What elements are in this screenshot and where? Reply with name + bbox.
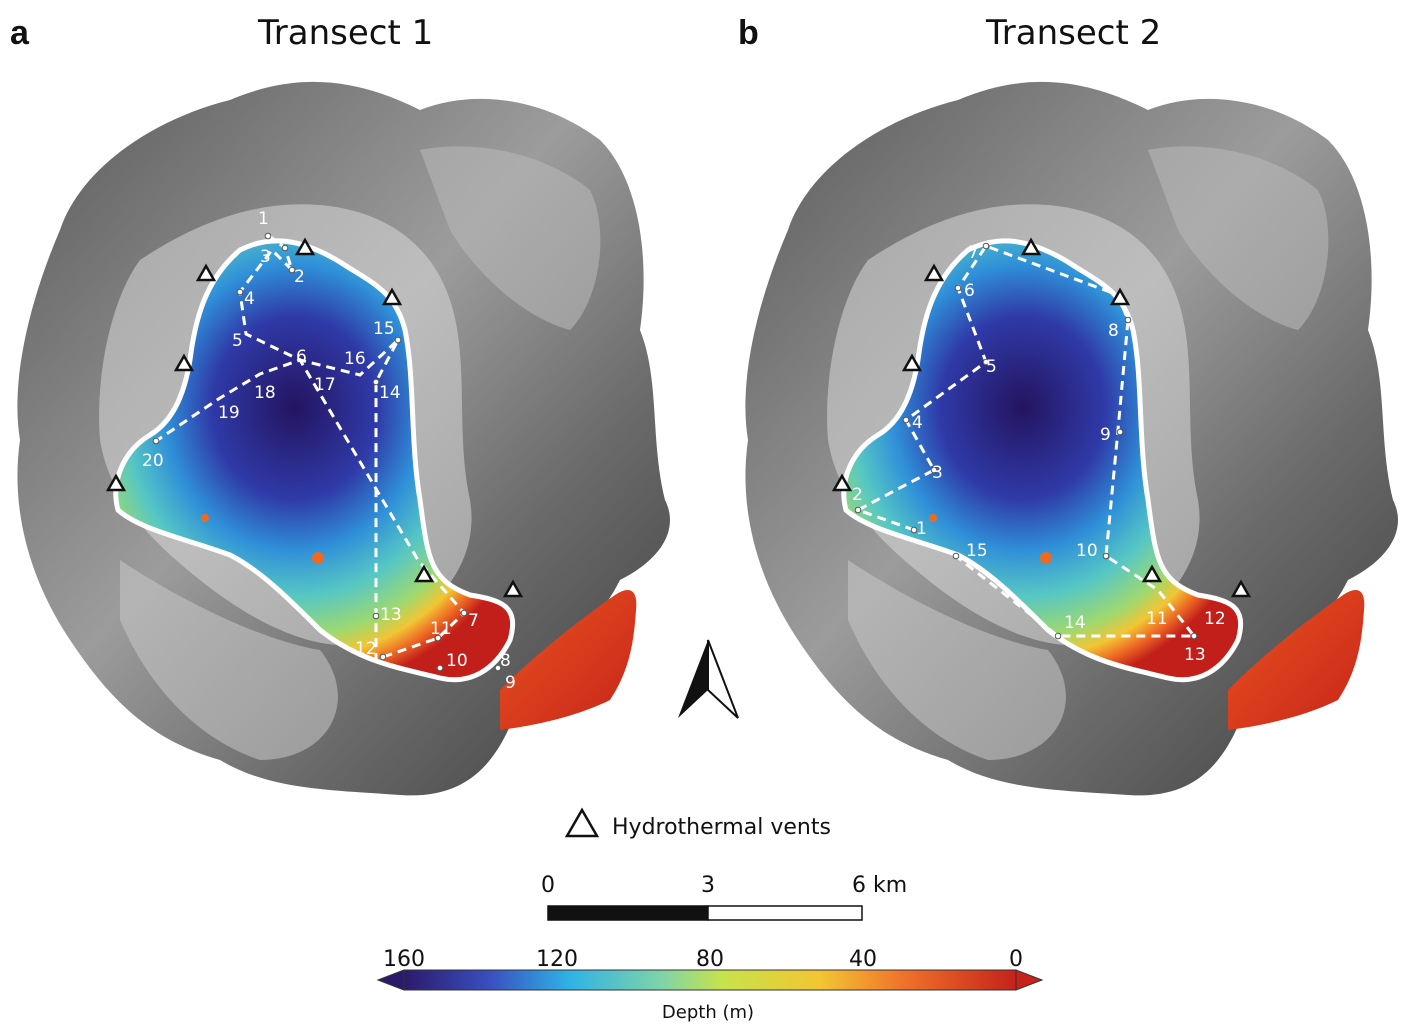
scale-tick: 0 <box>541 873 555 898</box>
hydrothermal-vent-icon <box>1230 579 1252 598</box>
panel-a-vents <box>105 237 524 598</box>
triangle-outline-icon <box>564 807 600 838</box>
colorbar-tick-label: 80 <box>696 947 724 972</box>
north-arrow-icon <box>678 639 739 719</box>
station-label: 17 <box>314 375 336 395</box>
hydrothermal-vent-icon <box>1020 237 1042 256</box>
panel-b-vents <box>831 237 1252 598</box>
station-label: 16 <box>344 349 366 369</box>
colorbar-title: Depth (m) <box>662 1002 754 1023</box>
station-label: 8 <box>500 651 511 671</box>
depth-colorbar: 160 120 80 40 0 Depth (m) <box>376 947 1044 1023</box>
panel-b-station-labels: 1 2 3 4 5 6 7 8 9 10 11 12 13 14 15 <box>852 243 1226 665</box>
station-label: 11 <box>430 619 452 639</box>
station-label: 1 <box>916 519 927 539</box>
station-label: 5 <box>232 331 243 351</box>
hydrothermal-vent-icon <box>502 579 524 598</box>
panel-a-transect-path <box>155 233 467 663</box>
panel-a: a Transect 1 <box>10 13 670 796</box>
hydrothermal-vent-icon <box>413 564 435 583</box>
panel-b: b Transect 2 <box>738 13 1398 796</box>
station-label: 4 <box>912 413 923 433</box>
hydrothermal-vent-icon <box>105 473 127 492</box>
station-label: 2 <box>852 485 863 505</box>
hydrothermal-vent-icon <box>831 473 853 492</box>
station-label: 12 <box>1204 609 1226 629</box>
station-label: 3 <box>932 463 943 483</box>
panel-b-letter: b <box>738 14 759 52</box>
panel-a-map: 1 2 3 4 5 6 7 8 9 10 11 12 13 14 15 16 1… <box>17 81 670 796</box>
station-label: 9 <box>505 673 516 693</box>
panel-a-title: Transect 1 <box>257 13 433 53</box>
station-label: 10 <box>446 651 468 671</box>
scale-tick: 3 <box>701 873 715 898</box>
panel-a-letter: a <box>10 14 30 52</box>
panel-b-title: Transect 2 <box>985 13 1161 53</box>
hydrothermal-vent-icon <box>923 263 945 282</box>
hydrothermal-vent-icon <box>381 287 403 306</box>
station-label: 4 <box>244 289 255 309</box>
panel-b-outlet <box>1228 590 1365 730</box>
station-label: 2 <box>294 267 305 287</box>
station-label: 9 <box>1100 425 1111 445</box>
colorbar-tick-label: 160 <box>383 947 425 972</box>
station-label: 15 <box>966 541 988 561</box>
scale-tick: 6 km <box>852 873 907 898</box>
station-label: 14 <box>1064 613 1086 633</box>
station-label: 14 <box>379 383 401 403</box>
station-label: 3 <box>260 247 271 267</box>
station-label: 7 <box>968 243 979 263</box>
panel-b-station-dots <box>854 242 1198 640</box>
station-label: 18 <box>254 383 276 403</box>
station-label: 11 <box>1146 609 1168 629</box>
station-label: 13 <box>1184 645 1206 665</box>
station-label: 15 <box>373 319 395 339</box>
colorbar-tick-label: 40 <box>849 947 877 972</box>
vent-legend: Hydrothermal vents <box>564 807 831 840</box>
station-label: 5 <box>986 357 997 377</box>
hydrothermal-vent-icon <box>173 353 195 372</box>
colorbar-ticks: 160 120 80 40 0 <box>383 947 1023 972</box>
station-label: 6 <box>296 347 307 367</box>
hydrothermal-vent-icon <box>901 353 923 372</box>
vent-legend-label: Hydrothermal vents <box>612 815 831 840</box>
station-label: 7 <box>468 611 479 631</box>
scale-bar: 0 3 6 km <box>541 873 907 921</box>
station-label: 1 <box>258 209 269 229</box>
hydrothermal-vent-icon <box>1109 287 1131 306</box>
station-label: 12 <box>355 639 377 659</box>
hydrothermal-vent-icon <box>1141 564 1163 583</box>
colorbar-tick-label: 120 <box>536 947 578 972</box>
colorbar-tick-label: 0 <box>1009 947 1023 972</box>
station-label: 10 <box>1076 541 1098 561</box>
panel-a-station-dots <box>152 232 502 672</box>
panel-a-station-labels: 1 2 3 4 5 6 7 8 9 10 11 12 13 14 15 16 1… <box>142 209 516 693</box>
station-label: 20 <box>142 451 164 471</box>
hydrothermal-vent-icon <box>294 237 316 256</box>
panel-a-outlet <box>500 590 637 730</box>
station-label: 13 <box>380 605 402 625</box>
panel-b-map: 1 2 3 4 5 6 7 8 9 10 11 12 13 14 15 <box>745 81 1398 796</box>
station-label: 8 <box>1108 321 1119 341</box>
station-label: 19 <box>218 403 240 423</box>
hydrothermal-vent-icon <box>195 263 217 282</box>
station-label: 6 <box>964 281 975 301</box>
